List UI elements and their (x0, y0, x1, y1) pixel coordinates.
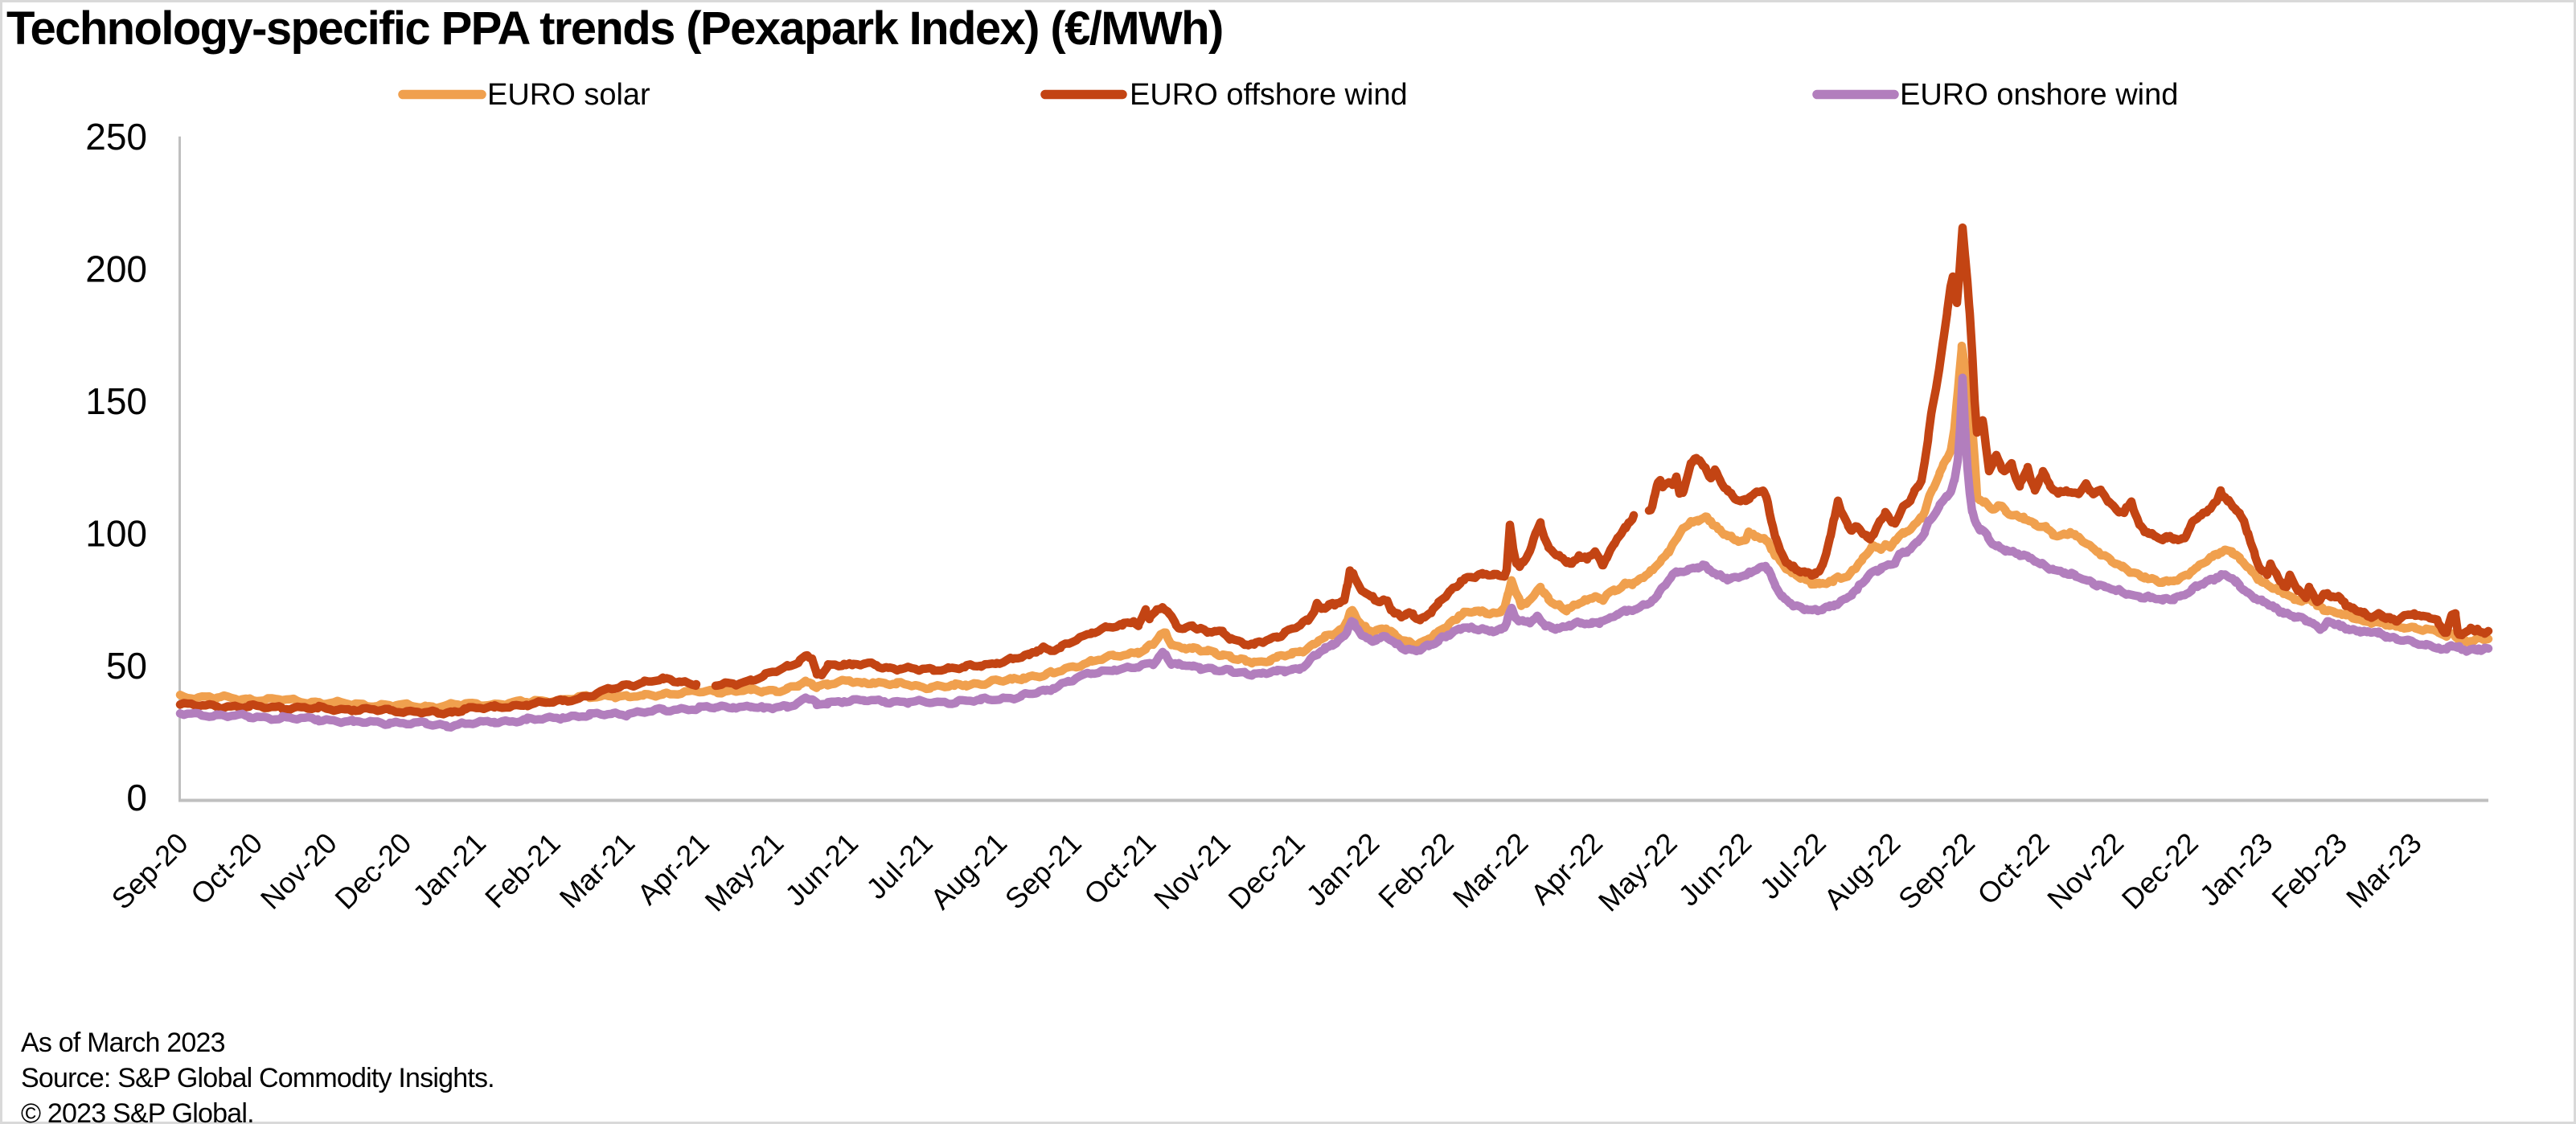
svg-text:As of March 2023: As of March 2023 (21, 1028, 225, 1058)
svg-text:Source: S&P Global Commodity I: Source: S&P Global Commodity Insights. (21, 1063, 494, 1093)
svg-text:EURO solar: EURO solar (487, 78, 650, 112)
svg-text:50: 50 (106, 645, 147, 687)
svg-text:200: 200 (85, 248, 147, 290)
svg-text:150: 150 (85, 380, 147, 422)
svg-text:100: 100 (85, 512, 147, 554)
svg-text:0: 0 (126, 777, 147, 818)
svg-text:EURO offshore wind: EURO offshore wind (1130, 78, 1408, 112)
svg-text:250: 250 (85, 116, 147, 158)
svg-text:© 2023 S&P Global.: © 2023 S&P Global. (21, 1098, 254, 1124)
svg-text:EURO onshore wind: EURO onshore wind (1900, 78, 2178, 112)
svg-text:Technology-specific PPA trends: Technology-specific PPA trends (Pexapark… (6, 2, 1223, 55)
